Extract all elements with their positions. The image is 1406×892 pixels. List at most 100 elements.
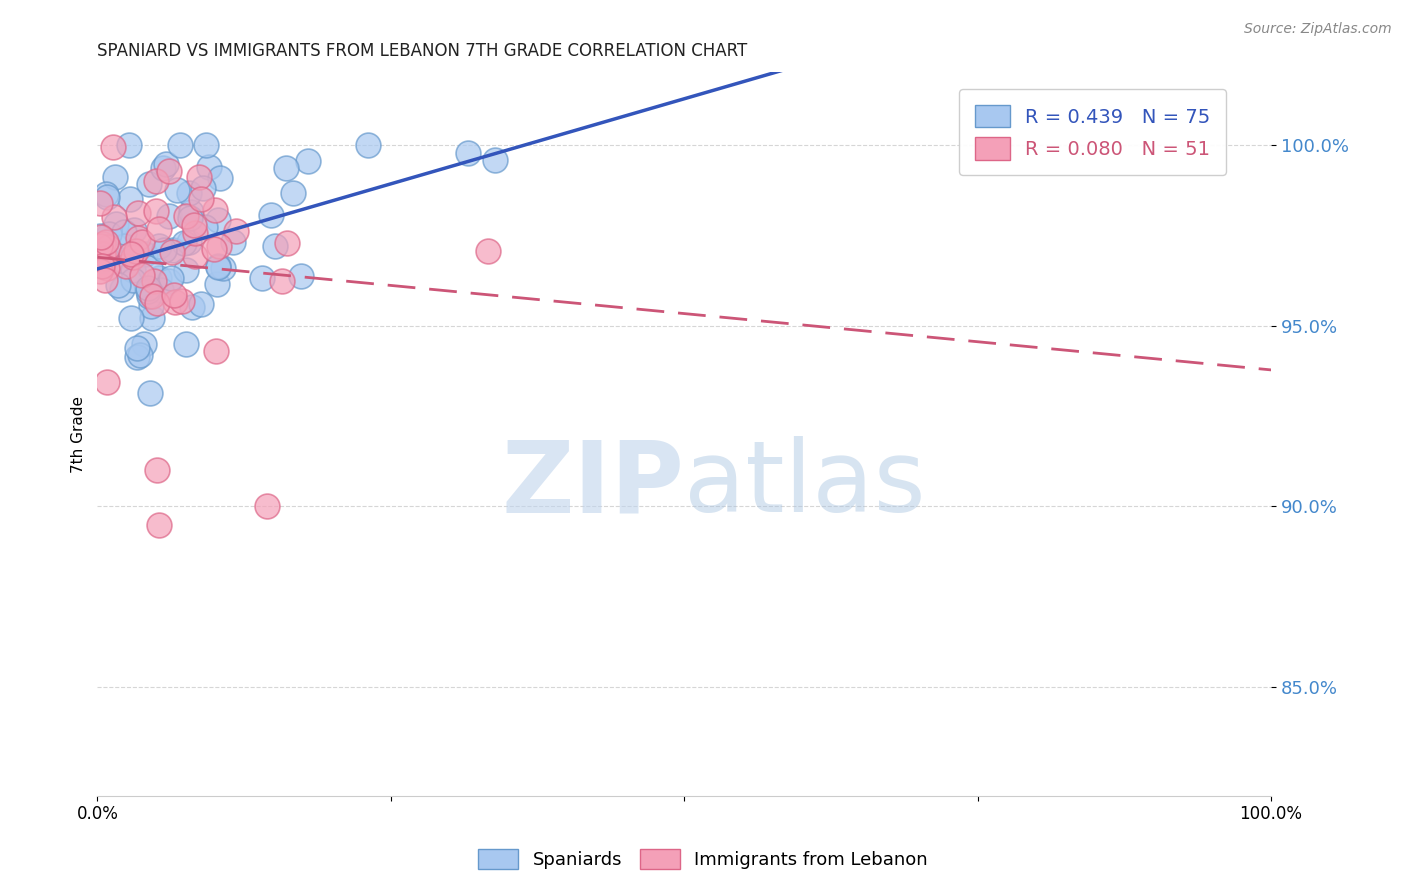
Point bbox=[134, 247, 156, 261]
Point bbox=[357, 137, 380, 152]
Point bbox=[93, 247, 115, 261]
Point bbox=[127, 230, 149, 244]
Point bbox=[264, 239, 287, 253]
Point bbox=[91, 252, 114, 267]
Point bbox=[103, 210, 125, 224]
Point bbox=[125, 350, 148, 364]
Point bbox=[162, 287, 184, 301]
Point bbox=[127, 205, 149, 219]
Point bbox=[153, 243, 176, 257]
Point bbox=[179, 186, 201, 201]
Point bbox=[148, 238, 170, 252]
Point bbox=[207, 259, 229, 273]
Point bbox=[125, 244, 148, 259]
Point bbox=[96, 376, 118, 390]
Point bbox=[145, 203, 167, 218]
Point bbox=[93, 251, 115, 265]
Text: Source: ZipAtlas.com: Source: ZipAtlas.com bbox=[1244, 22, 1392, 37]
Point bbox=[128, 348, 150, 362]
Point bbox=[169, 137, 191, 152]
Point bbox=[183, 218, 205, 232]
Legend: R = 0.439   N = 75, R = 0.080   N = 51: R = 0.439 N = 75, R = 0.080 N = 51 bbox=[959, 89, 1226, 175]
Point bbox=[125, 341, 148, 355]
Point bbox=[136, 284, 159, 298]
Point bbox=[97, 240, 120, 254]
Point bbox=[256, 500, 278, 514]
Point bbox=[138, 289, 160, 303]
Point bbox=[96, 190, 118, 204]
Point bbox=[184, 249, 207, 263]
Point bbox=[180, 205, 202, 219]
Point bbox=[146, 463, 169, 477]
Point bbox=[198, 160, 221, 174]
Point bbox=[155, 157, 177, 171]
Point bbox=[90, 230, 112, 244]
Point bbox=[118, 192, 141, 206]
Point bbox=[148, 271, 170, 285]
Point bbox=[96, 235, 118, 249]
Point bbox=[97, 244, 120, 258]
Point bbox=[89, 239, 111, 253]
Point bbox=[148, 517, 170, 532]
Point bbox=[120, 310, 142, 325]
Point bbox=[180, 300, 202, 314]
Point bbox=[157, 274, 180, 288]
Point bbox=[91, 260, 114, 274]
Point bbox=[120, 246, 142, 260]
Point bbox=[260, 209, 283, 223]
Point bbox=[138, 260, 160, 275]
Point bbox=[184, 226, 207, 240]
Point bbox=[194, 137, 217, 152]
Point bbox=[122, 223, 145, 237]
Point bbox=[145, 174, 167, 188]
Point bbox=[176, 263, 198, 277]
Point bbox=[212, 260, 235, 275]
Point bbox=[141, 289, 163, 303]
Point bbox=[91, 236, 114, 251]
Point bbox=[112, 238, 135, 252]
Point bbox=[290, 268, 312, 283]
Point bbox=[484, 153, 506, 167]
Point bbox=[132, 336, 155, 351]
Point bbox=[207, 260, 229, 275]
Point bbox=[207, 213, 229, 227]
Point bbox=[250, 270, 273, 285]
Point bbox=[146, 296, 169, 310]
Point bbox=[190, 192, 212, 206]
Point bbox=[94, 273, 117, 287]
Point bbox=[457, 145, 479, 160]
Point bbox=[194, 219, 217, 234]
Y-axis label: 7th Grade: 7th Grade bbox=[72, 395, 86, 473]
Legend: Spaniards, Immigrants from Lebanon: Spaniards, Immigrants from Lebanon bbox=[470, 839, 936, 879]
Point bbox=[111, 282, 134, 296]
Point bbox=[131, 235, 153, 249]
Point bbox=[208, 170, 231, 185]
Point bbox=[131, 268, 153, 282]
Point bbox=[276, 161, 298, 176]
Point bbox=[107, 278, 129, 293]
Text: SPANIARD VS IMMIGRANTS FROM LEBANON 7TH GRADE CORRELATION CHART: SPANIARD VS IMMIGRANTS FROM LEBANON 7TH … bbox=[97, 42, 748, 60]
Point bbox=[477, 244, 499, 258]
Point bbox=[205, 277, 228, 291]
Point bbox=[172, 293, 194, 308]
Point bbox=[122, 250, 145, 264]
Text: atlas: atlas bbox=[685, 436, 925, 533]
Point bbox=[122, 273, 145, 287]
Point bbox=[173, 235, 195, 250]
Point bbox=[103, 139, 125, 153]
Point bbox=[118, 137, 141, 152]
Point bbox=[160, 244, 183, 259]
Point bbox=[166, 183, 188, 197]
Point bbox=[179, 211, 201, 226]
Point bbox=[141, 311, 163, 326]
Point bbox=[104, 169, 127, 184]
Point bbox=[121, 262, 143, 277]
Point bbox=[142, 274, 165, 288]
Point bbox=[191, 181, 214, 195]
Point bbox=[112, 225, 135, 239]
Point bbox=[157, 209, 180, 223]
Point bbox=[165, 295, 187, 310]
Point bbox=[96, 186, 118, 201]
Point bbox=[94, 252, 117, 266]
Point bbox=[139, 299, 162, 313]
